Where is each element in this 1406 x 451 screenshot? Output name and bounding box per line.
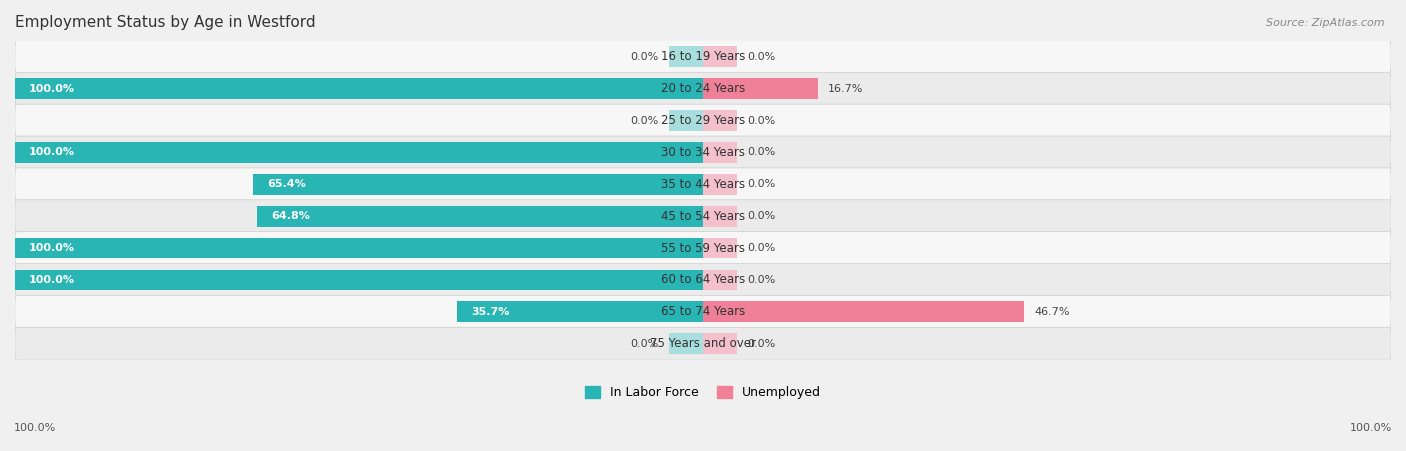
Text: 0.0%: 0.0% (748, 115, 776, 125)
Text: 0.0%: 0.0% (748, 179, 776, 189)
Text: 100.0%: 100.0% (28, 147, 75, 157)
Bar (15, 142, 703, 163)
Text: 100.0%: 100.0% (1350, 423, 1392, 433)
Bar (15, 78, 703, 99)
Text: 100.0%: 100.0% (28, 243, 75, 253)
Text: 46.7%: 46.7% (1035, 307, 1070, 317)
Text: 35.7%: 35.7% (471, 307, 509, 317)
Text: 60 to 64 Years: 60 to 64 Years (661, 273, 745, 286)
FancyBboxPatch shape (15, 200, 1391, 233)
Text: 100.0%: 100.0% (28, 275, 75, 285)
FancyBboxPatch shape (15, 104, 1391, 137)
Bar (703, 142, 737, 163)
FancyBboxPatch shape (15, 136, 1391, 169)
FancyBboxPatch shape (15, 168, 1391, 201)
Bar (669, 46, 703, 67)
Bar (703, 110, 737, 131)
Text: 75 Years and over: 75 Years and over (650, 337, 756, 350)
Text: 0.0%: 0.0% (630, 52, 658, 62)
Text: 16.7%: 16.7% (828, 84, 863, 94)
Text: 0.0%: 0.0% (748, 147, 776, 157)
Text: 0.0%: 0.0% (630, 339, 658, 349)
Bar (15, 270, 703, 290)
Text: 64.8%: 64.8% (271, 211, 309, 221)
Bar (669, 110, 703, 131)
Text: 0.0%: 0.0% (748, 52, 776, 62)
FancyBboxPatch shape (15, 41, 1391, 73)
Text: 45 to 54 Years: 45 to 54 Years (661, 210, 745, 223)
Bar (703, 174, 737, 195)
Bar (257, 206, 703, 226)
FancyBboxPatch shape (15, 263, 1391, 296)
Text: Source: ZipAtlas.com: Source: ZipAtlas.com (1267, 18, 1385, 28)
Text: 0.0%: 0.0% (748, 243, 776, 253)
FancyBboxPatch shape (15, 327, 1391, 360)
Text: 30 to 34 Years: 30 to 34 Years (661, 146, 745, 159)
Text: 65.4%: 65.4% (267, 179, 305, 189)
FancyBboxPatch shape (15, 295, 1391, 328)
Text: 0.0%: 0.0% (630, 115, 658, 125)
Text: 55 to 59 Years: 55 to 59 Years (661, 242, 745, 254)
Bar (669, 333, 703, 354)
Text: 100.0%: 100.0% (14, 423, 56, 433)
Text: 16 to 19 Years: 16 to 19 Years (661, 51, 745, 63)
Bar (703, 206, 737, 226)
Bar (703, 301, 1025, 322)
Text: 0.0%: 0.0% (748, 275, 776, 285)
Bar (253, 174, 703, 195)
Text: 20 to 24 Years: 20 to 24 Years (661, 82, 745, 95)
Text: Employment Status by Age in Westford: Employment Status by Age in Westford (15, 15, 315, 30)
Text: 35 to 44 Years: 35 to 44 Years (661, 178, 745, 191)
Text: 0.0%: 0.0% (748, 339, 776, 349)
Text: 100.0%: 100.0% (28, 84, 75, 94)
Bar (703, 333, 737, 354)
Bar (457, 301, 703, 322)
Text: 25 to 29 Years: 25 to 29 Years (661, 114, 745, 127)
Bar (703, 46, 737, 67)
Text: 0.0%: 0.0% (748, 211, 776, 221)
Bar (703, 78, 818, 99)
Legend: In Labor Force, Unemployed: In Labor Force, Unemployed (579, 382, 827, 405)
Bar (703, 238, 737, 258)
Bar (703, 270, 737, 290)
Bar (15, 238, 703, 258)
FancyBboxPatch shape (15, 72, 1391, 105)
FancyBboxPatch shape (15, 232, 1391, 264)
Text: 65 to 74 Years: 65 to 74 Years (661, 305, 745, 318)
